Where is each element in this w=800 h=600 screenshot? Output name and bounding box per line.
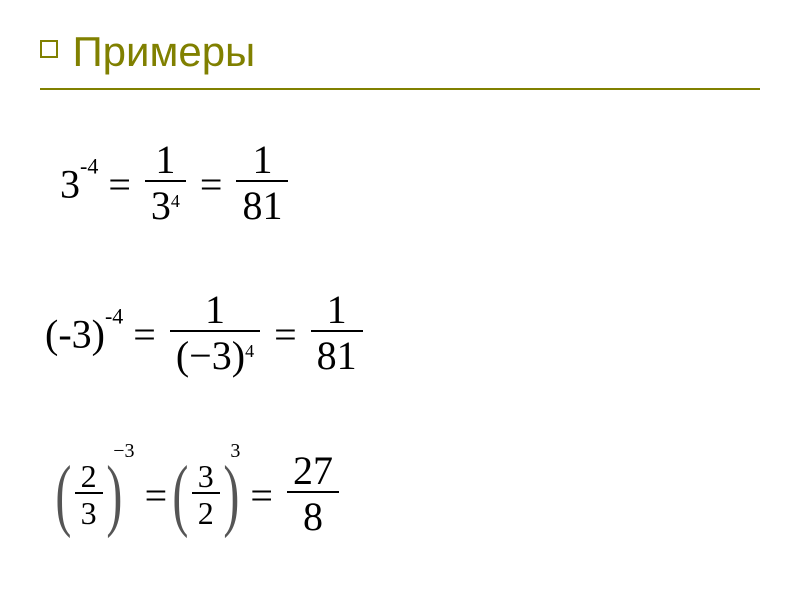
denominator: 2	[192, 492, 220, 531]
fraction: 1 81	[311, 290, 363, 378]
slide: Примеры 3-4 = 1 34 = 1 81 (-3)-4 = 1 (−3…	[0, 0, 800, 600]
equation-row-3: ( 2 3 )−3 = ( 3 2 )3 = 27 8	[60, 440, 343, 541]
equals: =	[274, 312, 297, 357]
denominator: 8	[287, 491, 339, 539]
equals: =	[133, 312, 156, 357]
slide-title: Примеры	[72, 28, 255, 76]
numerator: 1	[311, 290, 363, 330]
equals: =	[108, 162, 131, 207]
fraction: 1 81	[236, 140, 288, 228]
paren-left-icon: (	[55, 450, 71, 541]
title-underline	[40, 88, 760, 90]
base: 3	[60, 162, 80, 207]
fraction: 2 3	[75, 460, 103, 531]
paren-right-icon: )	[106, 450, 122, 541]
numerator: 1	[170, 290, 260, 330]
numerator: 2	[75, 460, 103, 492]
title-block: Примеры	[40, 28, 255, 76]
denominator: 3	[75, 492, 103, 531]
equals: =	[200, 162, 223, 207]
denominator: 81	[311, 330, 363, 378]
fraction: 1 34	[145, 140, 186, 228]
paren-left-icon: (	[172, 450, 188, 541]
paren-right-icon: )	[223, 450, 239, 541]
equals: =	[145, 473, 168, 518]
exponent: -4	[80, 154, 98, 179]
base: (-3)	[45, 312, 105, 357]
numerator: 27	[287, 451, 339, 491]
denominator: 34	[145, 180, 186, 228]
numerator: 3	[192, 460, 220, 492]
denominator: (−3)4	[170, 330, 260, 378]
equation-row-2: (-3)-4 = 1 (−3)4 = 1 81	[45, 290, 367, 378]
bullet-icon	[40, 40, 58, 58]
denominator: 81	[236, 180, 288, 228]
equals: =	[250, 473, 273, 518]
exponent: -4	[105, 304, 123, 329]
fraction: 27 8	[287, 451, 339, 539]
fraction: 3 2	[192, 460, 220, 531]
numerator: 1	[236, 140, 288, 180]
numerator: 1	[145, 140, 186, 180]
fraction: 1 (−3)4	[170, 290, 260, 378]
equation-row-1: 3-4 = 1 34 = 1 81	[60, 140, 292, 228]
